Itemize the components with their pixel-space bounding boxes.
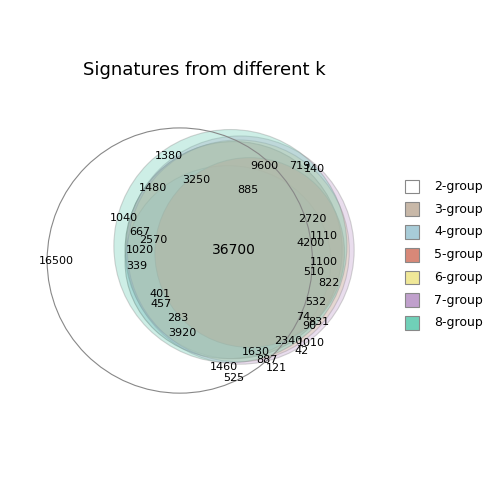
Text: 532: 532 <box>305 297 326 307</box>
Ellipse shape <box>155 158 345 347</box>
Text: 525: 525 <box>223 373 244 383</box>
Text: 719: 719 <box>289 161 310 171</box>
Text: 3920: 3920 <box>168 328 196 338</box>
Text: 1380: 1380 <box>155 151 183 161</box>
Text: 822: 822 <box>318 278 339 288</box>
Ellipse shape <box>125 142 342 358</box>
Text: 667: 667 <box>129 227 150 236</box>
Text: 2570: 2570 <box>139 235 167 244</box>
Text: 140: 140 <box>303 164 325 174</box>
Text: 1020: 1020 <box>125 245 154 255</box>
Text: 887: 887 <box>257 355 278 365</box>
Text: 42: 42 <box>295 346 309 355</box>
Text: 9600: 9600 <box>250 161 278 171</box>
Text: 36700: 36700 <box>212 243 256 257</box>
Text: 1010: 1010 <box>297 338 325 348</box>
Text: 90: 90 <box>302 322 316 332</box>
Text: 457: 457 <box>151 299 172 309</box>
Text: 1040: 1040 <box>109 213 138 223</box>
Text: 1460: 1460 <box>210 362 238 371</box>
Ellipse shape <box>126 136 354 364</box>
Text: 1110: 1110 <box>309 231 338 241</box>
Text: 831: 831 <box>308 317 330 327</box>
Ellipse shape <box>128 140 349 362</box>
Text: 2720: 2720 <box>298 214 327 224</box>
Text: 401: 401 <box>149 289 170 299</box>
Text: 2340: 2340 <box>274 336 302 346</box>
Text: 1480: 1480 <box>139 183 167 193</box>
Text: 4200: 4200 <box>297 238 325 248</box>
Text: 510: 510 <box>303 267 325 277</box>
Text: 74: 74 <box>296 312 310 322</box>
Ellipse shape <box>114 130 347 362</box>
Ellipse shape <box>125 166 331 358</box>
Text: 283: 283 <box>167 313 188 324</box>
Text: 1100: 1100 <box>309 257 338 267</box>
Title: Signatures from different k: Signatures from different k <box>83 61 325 80</box>
Text: 885: 885 <box>237 185 259 195</box>
Text: 3250: 3250 <box>182 175 210 185</box>
Legend: 2-group, 3-group, 4-group, 5-group, 6-group, 7-group, 8-group: 2-group, 3-group, 4-group, 5-group, 6-gr… <box>399 172 489 336</box>
Text: 339: 339 <box>127 261 148 271</box>
Text: 121: 121 <box>266 363 287 373</box>
Text: 16500: 16500 <box>39 256 74 266</box>
Text: 1630: 1630 <box>242 347 270 357</box>
